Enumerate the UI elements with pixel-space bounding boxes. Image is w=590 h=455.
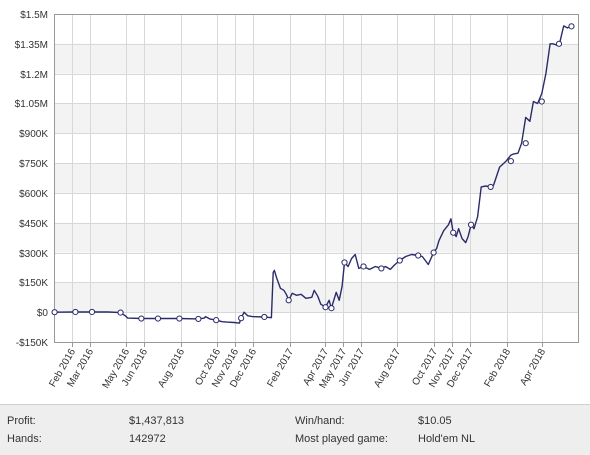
data-point <box>430 249 437 256</box>
hands-label: Hands: <box>7 433 42 445</box>
y-tick-label: $450K <box>19 219 48 230</box>
data-point <box>72 308 79 316</box>
data-point <box>88 308 96 316</box>
data-point <box>213 317 220 324</box>
data-point <box>360 263 367 270</box>
grid-band <box>54 282 578 313</box>
y-tick-label: $1.5M <box>20 10 48 21</box>
data-point <box>285 297 292 304</box>
data-point <box>415 252 422 259</box>
y-tick-label: $300K <box>19 249 48 260</box>
data-point <box>154 315 162 322</box>
y-tick-label: $1.2M <box>20 70 48 81</box>
data-point <box>328 305 335 312</box>
y-tick-label: -$150K <box>16 338 49 349</box>
plot-border <box>54 14 579 343</box>
x-tick-label: Feb 2018 <box>482 347 513 389</box>
data-point <box>568 23 575 30</box>
y-tick-label: $600K <box>19 189 48 200</box>
grid-band <box>54 103 578 134</box>
data-point <box>396 257 403 264</box>
x-tick-label: Apr 2018 <box>518 347 548 388</box>
data-point <box>487 183 494 191</box>
data-point <box>51 309 58 316</box>
y-tick-label: $150K <box>19 278 48 289</box>
most-played-label: Most played game: <box>295 433 388 445</box>
data-point <box>322 304 329 311</box>
stats-row-1: Profit: $1,437,813 Win/hand: $10.05 <box>0 415 590 431</box>
x-tick-label: Aug 2017 <box>372 347 403 390</box>
y-tick-label: $750K <box>19 159 48 170</box>
data-point <box>341 259 348 266</box>
hands-value: 142972 <box>129 433 166 445</box>
x-tick-label: Feb 2017 <box>265 347 296 389</box>
winhand-value: $10.05 <box>418 415 452 427</box>
data-point <box>238 315 245 322</box>
most-played-value: Hold'em NL <box>418 433 476 445</box>
winhand-label: Win/hand: <box>295 415 345 427</box>
y-tick-label: $1.05M <box>15 99 48 110</box>
profit-value: $1,437,813 <box>129 415 185 427</box>
profit-chart: -$150K $0 $150K $300K $450K $600K $750K $900K $1… <box>15 10 579 391</box>
grid-band <box>54 43 578 74</box>
data-point <box>138 315 145 322</box>
data-point <box>378 265 385 272</box>
data-point <box>450 229 457 236</box>
data-point <box>261 313 268 321</box>
data-point <box>176 315 183 322</box>
data-point <box>507 158 514 165</box>
chart-svg: -$150K $0 $150K $300K $450K $600K $750K $900K $1… <box>15 10 579 391</box>
profit-label: Profit: <box>7 415 36 427</box>
data-point <box>555 40 563 47</box>
data-point <box>538 98 545 105</box>
data-point <box>117 309 124 316</box>
data-point <box>467 221 475 228</box>
stats-panel: Profit: $1,437,813 Win/hand: $10.05 Hand… <box>0 404 590 455</box>
data-point <box>522 140 529 147</box>
y-tick-label: $0 <box>37 308 49 319</box>
grid-band <box>54 222 578 253</box>
data-point <box>195 315 202 323</box>
series-line <box>54 25 572 324</box>
y-tick-label: $1.35M <box>15 40 48 51</box>
y-tick-label: $900K <box>19 129 48 140</box>
x-tick-label: Aug 2016 <box>156 347 187 390</box>
stats-row-2: Hands: 142972 Most played game: Hold'em … <box>0 433 590 449</box>
